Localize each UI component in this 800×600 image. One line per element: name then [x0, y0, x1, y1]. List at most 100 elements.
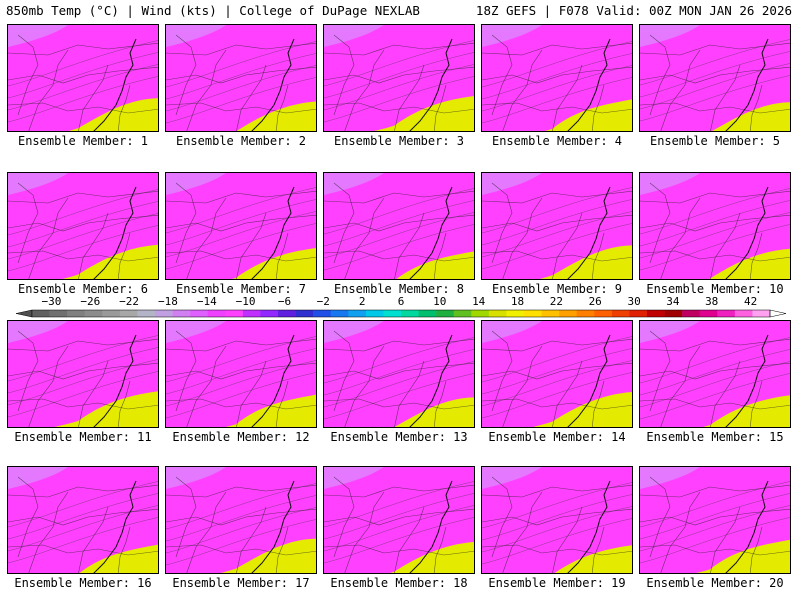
colorbar-segment	[67, 310, 86, 317]
colorbar-segment	[102, 310, 121, 317]
ensemble-member-label: Ensemble Member: 18	[330, 576, 468, 590]
colorbar-segment	[190, 310, 209, 317]
colorbar-tick-label: 34	[666, 295, 680, 308]
colorbar-segment	[611, 310, 630, 317]
colorbar-segment	[260, 310, 279, 317]
colorbar-segment	[348, 310, 367, 317]
temperature-field	[166, 467, 316, 573]
colorbar-segment	[418, 310, 437, 317]
map-title: 850mb Temp (°C) | Wind (kts) | College o…	[6, 3, 420, 18]
colorbar-segment	[313, 310, 332, 317]
colorbar-segment	[207, 310, 226, 317]
temperature-field	[8, 467, 158, 573]
ensemble-member-label: Ensemble Member: 13	[330, 430, 468, 444]
colorbar-segment	[734, 310, 753, 317]
ensemble-member-map	[323, 172, 475, 280]
colorbar-tick-label: −18	[158, 295, 178, 308]
temperature-colorbar: −30 −26 −22 −18 −14 −10 −6 −2 2 6 10 14 18 22 26 30 34 38…	[15, 295, 787, 318]
temperature-field	[8, 173, 158, 279]
ensemble-member-map	[639, 320, 791, 428]
colorbar-segment	[330, 310, 349, 317]
colorbar-segment	[242, 310, 261, 317]
colorbar-tick-label: −10	[236, 295, 256, 308]
colorbar-segment	[225, 310, 244, 317]
ensemble-member-map	[7, 320, 159, 428]
ensemble-member-label: Ensemble Member: 9	[491, 282, 623, 296]
temperature-field	[640, 173, 790, 279]
ensemble-member-map	[165, 24, 317, 132]
colorbar-segment	[576, 310, 595, 317]
colorbar-tick-label: −30	[41, 295, 61, 308]
colorbar-segment	[559, 310, 578, 317]
ensemble-member-map	[481, 24, 633, 132]
temperature-field	[324, 25, 474, 131]
colorbar-segment	[401, 310, 419, 317]
ensemble-member-map	[7, 172, 159, 280]
temperature-field	[482, 467, 632, 573]
ensemble-member-label: Ensemble Member: 6	[17, 282, 149, 296]
colorbar-tick-label: 26	[589, 295, 602, 308]
ensemble-member-map	[165, 466, 317, 574]
ensemble-member-map	[481, 320, 633, 428]
colorbar-segment	[541, 310, 560, 317]
ensemble-member-label: Ensemble Member: 2	[175, 134, 307, 148]
colorbar-segment	[488, 310, 507, 317]
temperature-field	[324, 173, 474, 279]
colorbar-segment	[155, 310, 173, 317]
ensemble-member-label: Ensemble Member: 4	[491, 134, 623, 148]
colorbar-segment	[752, 310, 771, 317]
ensemble-member-label: Ensemble Member: 12	[172, 430, 310, 444]
ensemble-member-label: Ensemble Member: 17	[172, 576, 310, 590]
temperature-field	[8, 25, 158, 131]
temperature-field	[482, 25, 632, 131]
colorbar-tick-label: 42	[744, 295, 757, 308]
ensemble-member-map	[323, 320, 475, 428]
colorbar-tick-label: −6	[278, 295, 291, 308]
temperature-field	[482, 321, 632, 427]
colorbar-segment	[172, 310, 191, 317]
colorbar-outline	[31, 309, 771, 318]
ensemble-member-label: Ensemble Member: 8	[333, 282, 465, 296]
temperature-field	[640, 467, 790, 573]
colorbar-tick-label: −26	[80, 295, 100, 308]
ensemble-member-label: Ensemble Member: 19	[488, 576, 626, 590]
colorbar-segment	[137, 310, 156, 317]
colorbar-segment	[506, 310, 525, 317]
colorbar-segment	[49, 310, 68, 317]
temperature-field	[640, 25, 790, 131]
colorbar-tick-label: 38	[705, 295, 718, 308]
colorbar-min-arrow	[15, 309, 33, 318]
temperature-field	[640, 321, 790, 427]
ensemble-member-label: Ensemble Member: 14	[488, 430, 626, 444]
ensemble-member-map	[481, 172, 633, 280]
ensemble-member-map	[165, 320, 317, 428]
ensemble-member-label: Ensemble Member: 1	[17, 134, 149, 148]
colorbar-segment	[682, 310, 701, 317]
colorbar-segment	[471, 310, 490, 317]
colorbar-segment	[295, 310, 314, 317]
colorbar-segment	[629, 310, 648, 317]
temperature-field	[166, 321, 316, 427]
colorbar-segment	[524, 310, 542, 317]
temperature-field	[482, 173, 632, 279]
ensemble-member-label: Ensemble Member: 16	[14, 576, 152, 590]
ensemble-member-map	[323, 24, 475, 132]
colorbar-segment	[383, 310, 402, 317]
colorbar-segment	[278, 310, 296, 317]
colorbar-tick-label: 14	[472, 295, 486, 308]
ensemble-member-map	[7, 24, 159, 132]
colorbar-tick-label: 6	[398, 295, 405, 308]
ensemble-member-label: Ensemble Member: 15	[646, 430, 784, 444]
temperature-field	[8, 321, 158, 427]
colorbar-segment	[84, 310, 103, 317]
ensemble-member-map	[481, 466, 633, 574]
colorbar-tick-label: −14	[197, 295, 217, 308]
ensemble-member-label: Ensemble Member: 7	[175, 282, 307, 296]
colorbar-segment	[664, 310, 683, 317]
ensemble-member-map	[639, 24, 791, 132]
colorbar-segment	[647, 310, 665, 317]
ensemble-member-map	[639, 172, 791, 280]
model-run-valid-time: 18Z GEFS | F078 Valid: 00Z MON JAN 26 20…	[475, 3, 792, 18]
ensemble-member-map	[7, 466, 159, 574]
colorbar-segment	[365, 310, 384, 317]
